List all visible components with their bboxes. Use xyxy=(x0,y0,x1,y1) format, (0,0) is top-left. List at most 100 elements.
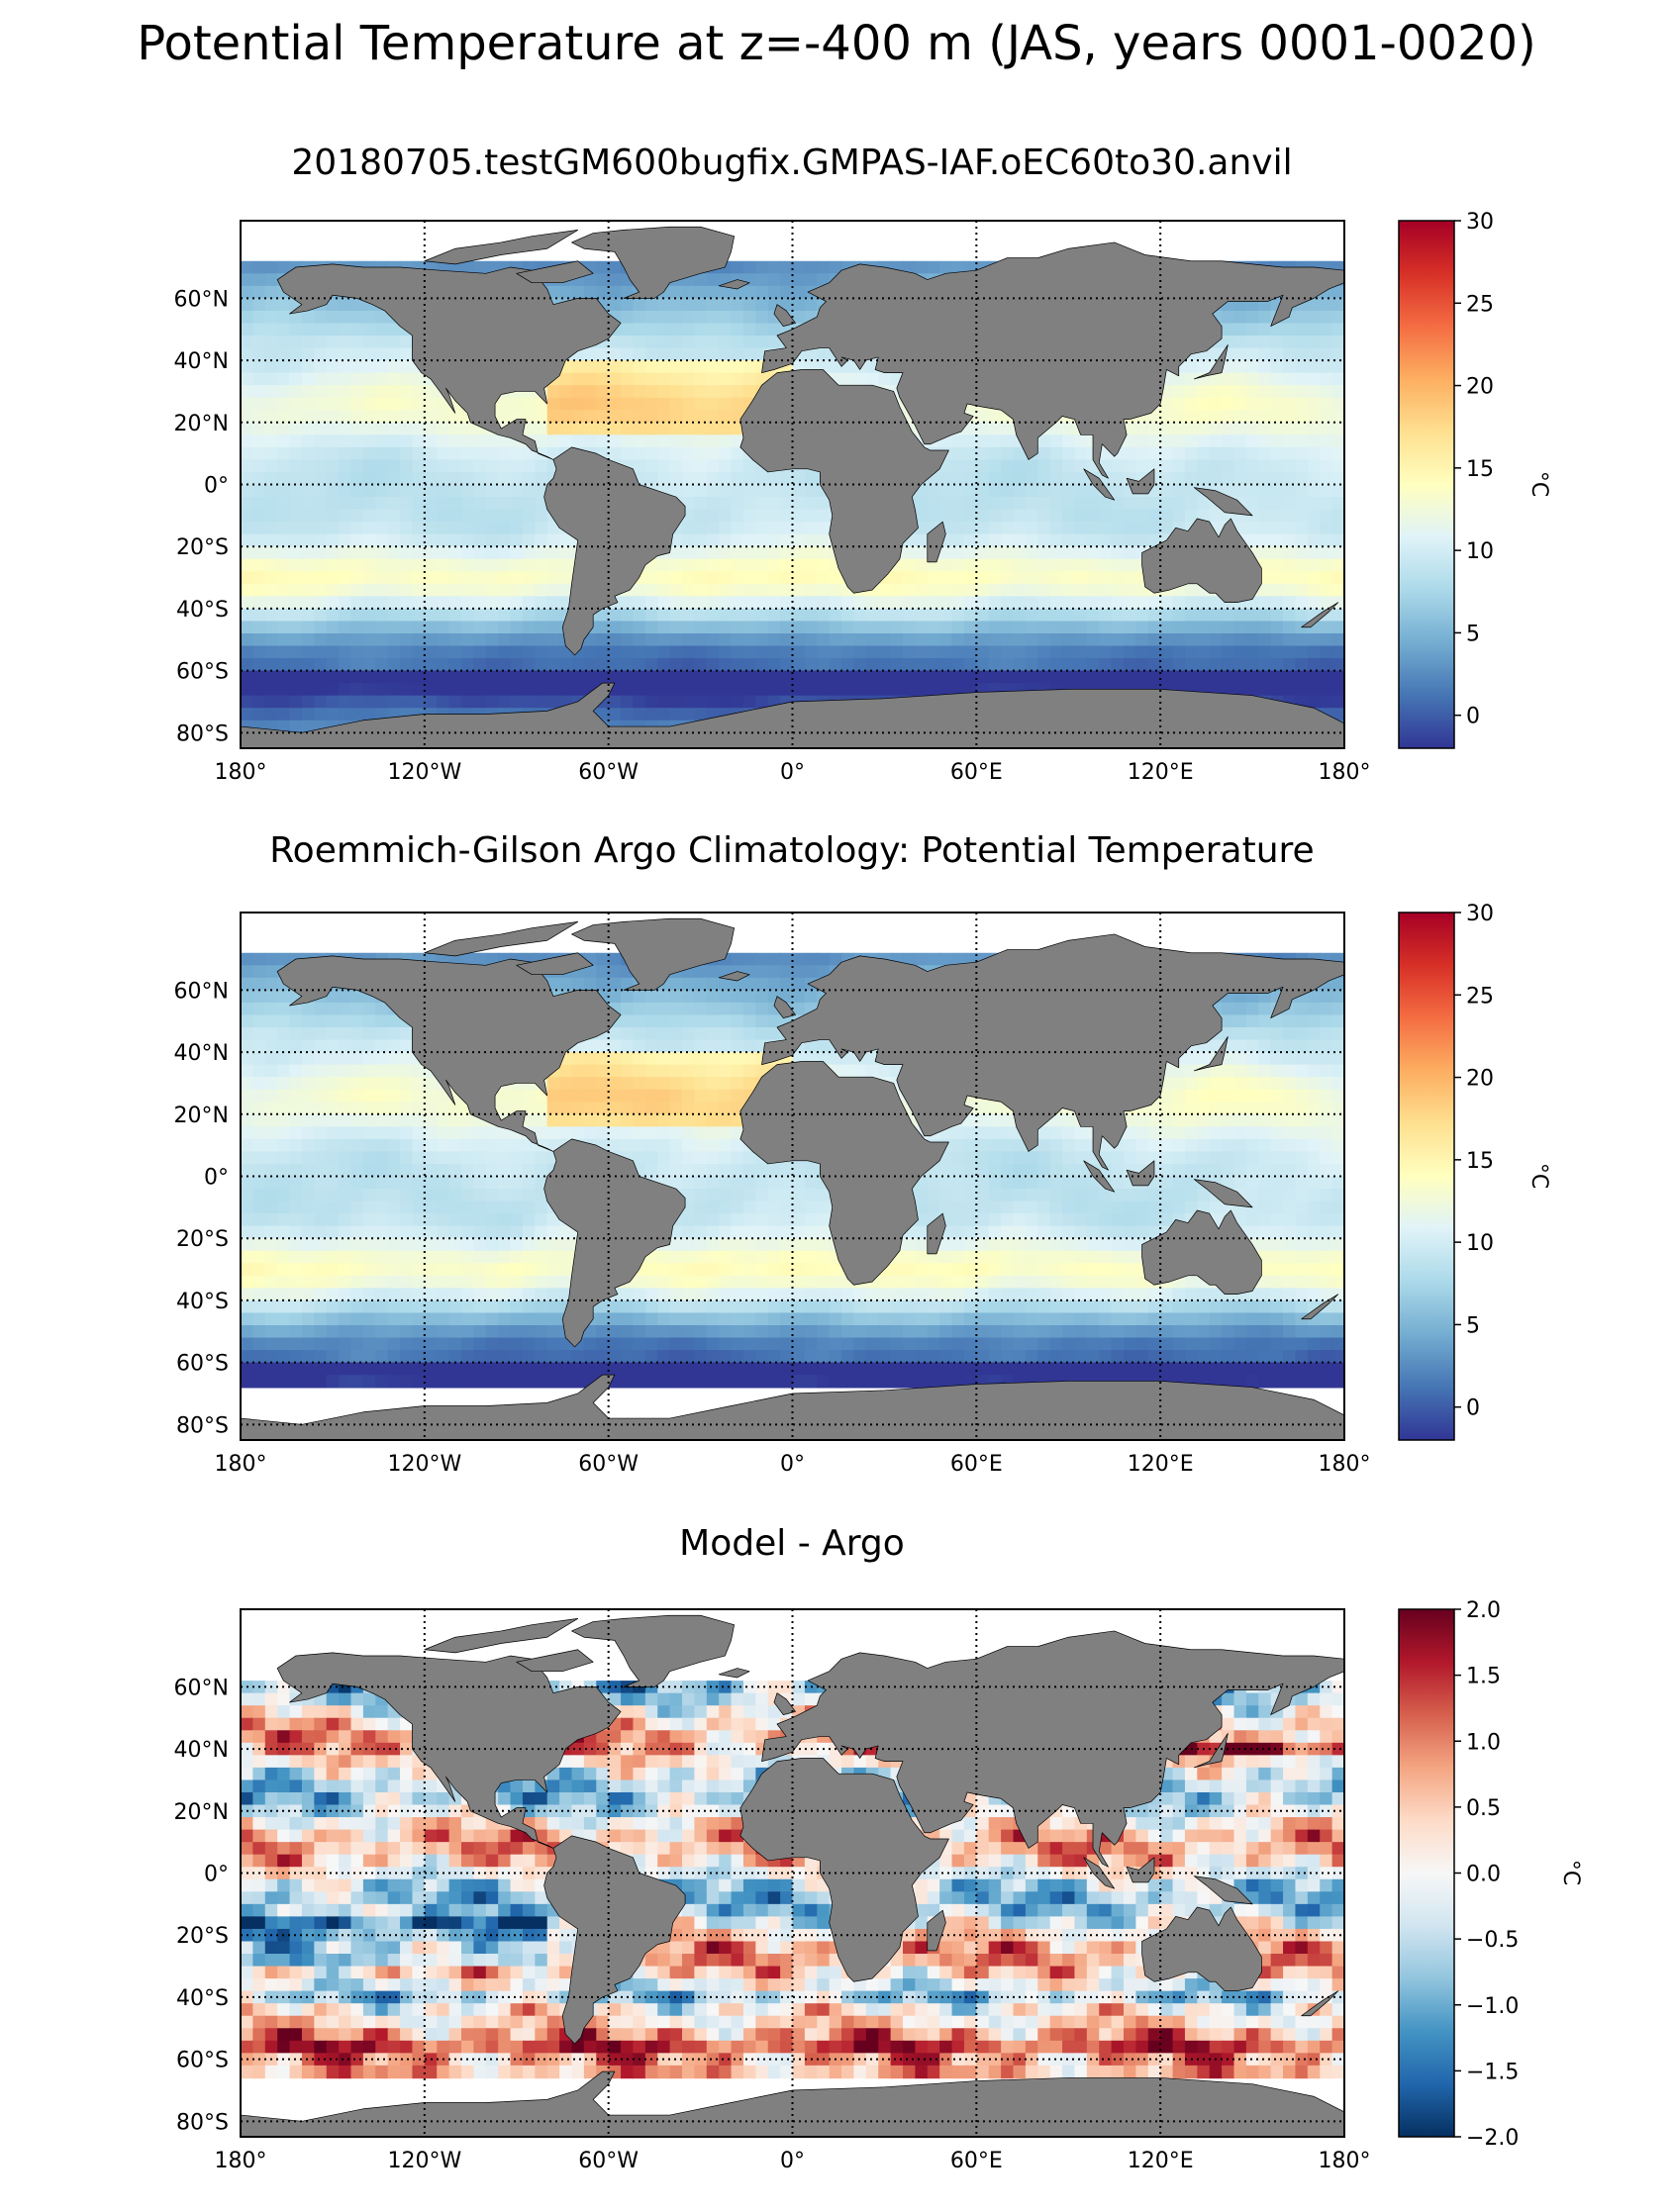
y-tick-label: 80°S xyxy=(176,721,229,746)
y-tick-label: 0° xyxy=(204,1166,229,1191)
y-tick-label: 60°N xyxy=(174,1676,229,1700)
graticule xyxy=(241,221,1344,748)
x-tick-label: 180° xyxy=(1319,2149,1371,2173)
x-tick-label: 180° xyxy=(1319,1452,1371,1477)
colorbar: 2.0 1.5 1.0 0.5 0.0 −0.5 −1.0 −1.5 −2.0 °C xyxy=(1398,1598,1583,2151)
colorbar-tick-label: 1.0 xyxy=(1466,1730,1501,1755)
x-tick-label: 60°E xyxy=(950,760,1003,785)
x-tick-label: 180° xyxy=(1319,760,1371,785)
y-tick-label: 20°N xyxy=(174,1104,229,1128)
colorbar-label: °C xyxy=(1526,1163,1551,1189)
x-tick-label: 180° xyxy=(215,2149,267,2173)
figure-title: Potential Temperature at z=-400 m (JAS, … xyxy=(137,16,1536,71)
x-tick-label: 0° xyxy=(780,1452,805,1477)
colorbar-tick-label: 15 xyxy=(1466,457,1494,482)
x-tick-label: 0° xyxy=(780,2149,805,2173)
colorbar-tick-label: 5 xyxy=(1466,1313,1480,1338)
panel-title: Roemmich-Gilson Argo Climatology: Potent… xyxy=(269,830,1314,871)
colorbar-tick-label: 20 xyxy=(1466,1067,1494,1092)
longitude-ticks: 180° 120°W 60°W 0° 60°E 120°E 180° xyxy=(215,1452,1371,1477)
x-tick-label: 60°W xyxy=(578,2149,639,2173)
colorbar-tick-label: −2.0 xyxy=(1466,2126,1519,2151)
colorbar-tick-label: 2.0 xyxy=(1466,1598,1501,1623)
map-plot xyxy=(241,1609,1344,2137)
map-plot xyxy=(241,221,1344,748)
y-tick-label: 60°S xyxy=(176,1352,229,1377)
colorbar-tick-label: 20 xyxy=(1466,375,1494,400)
x-tick-label: 120°W xyxy=(387,760,461,785)
colorbar-gradient xyxy=(1398,1608,1455,2138)
colorbar-tick-label: 5 xyxy=(1466,622,1480,646)
colorbar-label: °C xyxy=(1526,471,1551,497)
colorbar-gradient xyxy=(1398,912,1455,1441)
panel-obs: Roemmich-Gilson Argo Climatology: Potent… xyxy=(174,830,1551,1477)
y-tick-label: 20°N xyxy=(174,412,229,436)
colorbar-tick-label: 25 xyxy=(1466,292,1494,317)
colorbar-label: °C xyxy=(1558,1860,1583,1885)
graticule xyxy=(241,1609,1344,2137)
x-tick-label: 60°W xyxy=(578,760,639,785)
latitude-ticks: 60°N 40°N 20°N 0° 20°S 40°S 60°S 80°S xyxy=(174,979,229,1438)
x-tick-label: 60°E xyxy=(950,2149,1003,2173)
y-tick-label: 80°S xyxy=(176,1413,229,1438)
latitude-ticks: 60°N 40°N 20°N 0° 20°S 40°S 60°S 80°S xyxy=(174,287,229,746)
colorbar-ticks: 30 25 20 15 10 5 0 xyxy=(1454,902,1494,1421)
panel-diff: Model - Argo 60°N 40°N 20°N 0° 20°S 40°S 60°S 8… xyxy=(174,1523,1583,2173)
y-tick-label: 40°S xyxy=(176,598,229,623)
x-tick-label: 120°W xyxy=(387,1452,461,1477)
x-tick-label: 0° xyxy=(780,760,805,785)
colorbar-tick-label: 10 xyxy=(1466,539,1494,564)
map-frame xyxy=(240,220,1345,749)
panel-title: 20180705.testGM600bugfix.GMPAS-IAF.oEC60… xyxy=(291,143,1292,183)
x-tick-label: 60°E xyxy=(950,1452,1003,1477)
colorbar-tick-label: 15 xyxy=(1466,1149,1494,1174)
x-tick-label: 180° xyxy=(215,1452,267,1477)
colorbar-tick-label: 30 xyxy=(1466,902,1494,926)
y-tick-label: 40°N xyxy=(174,1041,229,1066)
x-tick-label: 60°W xyxy=(578,1452,639,1477)
y-tick-label: 60°N xyxy=(174,287,229,312)
y-tick-label: 40°S xyxy=(176,1290,229,1314)
y-tick-label: 20°S xyxy=(176,1924,229,1949)
colorbar-gradient xyxy=(1398,220,1455,749)
colorbar-tick-label: −0.5 xyxy=(1466,1928,1519,1953)
longitude-ticks: 180° 120°W 60°W 0° 60°E 120°E 180° xyxy=(215,2149,1371,2173)
colorbar-tick-label: 25 xyxy=(1466,984,1494,1009)
y-tick-label: 0° xyxy=(204,1863,229,1887)
y-tick-label: 20°N xyxy=(174,1800,229,1825)
y-tick-label: 40°S xyxy=(176,1986,229,2011)
y-tick-label: 80°S xyxy=(176,2110,229,2135)
longitude-ticks: 180° 120°W 60°W 0° 60°E 120°E 180° xyxy=(215,760,1371,785)
colorbar-tick-label: 30 xyxy=(1466,210,1494,235)
colorbar: 30 25 20 15 10 5 0 °C xyxy=(1398,902,1551,1441)
colorbar-tick-label: 10 xyxy=(1466,1231,1494,1256)
x-tick-label: 120°E xyxy=(1128,760,1194,785)
map-frame xyxy=(240,912,1345,1441)
colorbar-ticks: 30 25 20 15 10 5 0 xyxy=(1454,210,1494,729)
colorbar-tick-label: 0 xyxy=(1466,705,1480,729)
land-mask xyxy=(241,1615,1344,2137)
panel-title: Model - Argo xyxy=(679,1523,905,1564)
x-tick-label: 120°W xyxy=(387,2149,461,2173)
land-mask xyxy=(241,918,1344,1440)
y-tick-label: 20°S xyxy=(176,535,229,560)
map-plot xyxy=(241,913,1344,1440)
land-mask xyxy=(241,227,1344,748)
colorbar-tick-label: 0.5 xyxy=(1466,1796,1501,1821)
latitude-ticks: 60°N 40°N 20°N 0° 20°S 40°S 60°S 80°S xyxy=(174,1676,229,2135)
y-tick-label: 40°N xyxy=(174,1738,229,1763)
x-tick-label: 180° xyxy=(215,760,267,785)
y-tick-label: 60°S xyxy=(176,2049,229,2073)
colorbar-tick-label: −1.5 xyxy=(1466,2060,1519,2084)
colorbar-tick-label: 0.0 xyxy=(1466,1863,1501,1887)
panel-model: 20180705.testGM600bugfix.GMPAS-IAF.oEC60… xyxy=(174,143,1551,785)
x-tick-label: 120°E xyxy=(1128,1452,1194,1477)
map-frame xyxy=(240,1608,1345,2138)
y-tick-label: 60°N xyxy=(174,979,229,1004)
y-tick-label: 0° xyxy=(204,474,229,499)
y-tick-label: 40°N xyxy=(174,349,229,374)
x-tick-label: 120°E xyxy=(1128,2149,1194,2173)
y-tick-label: 60°S xyxy=(176,660,229,685)
graticule xyxy=(241,913,1344,1440)
